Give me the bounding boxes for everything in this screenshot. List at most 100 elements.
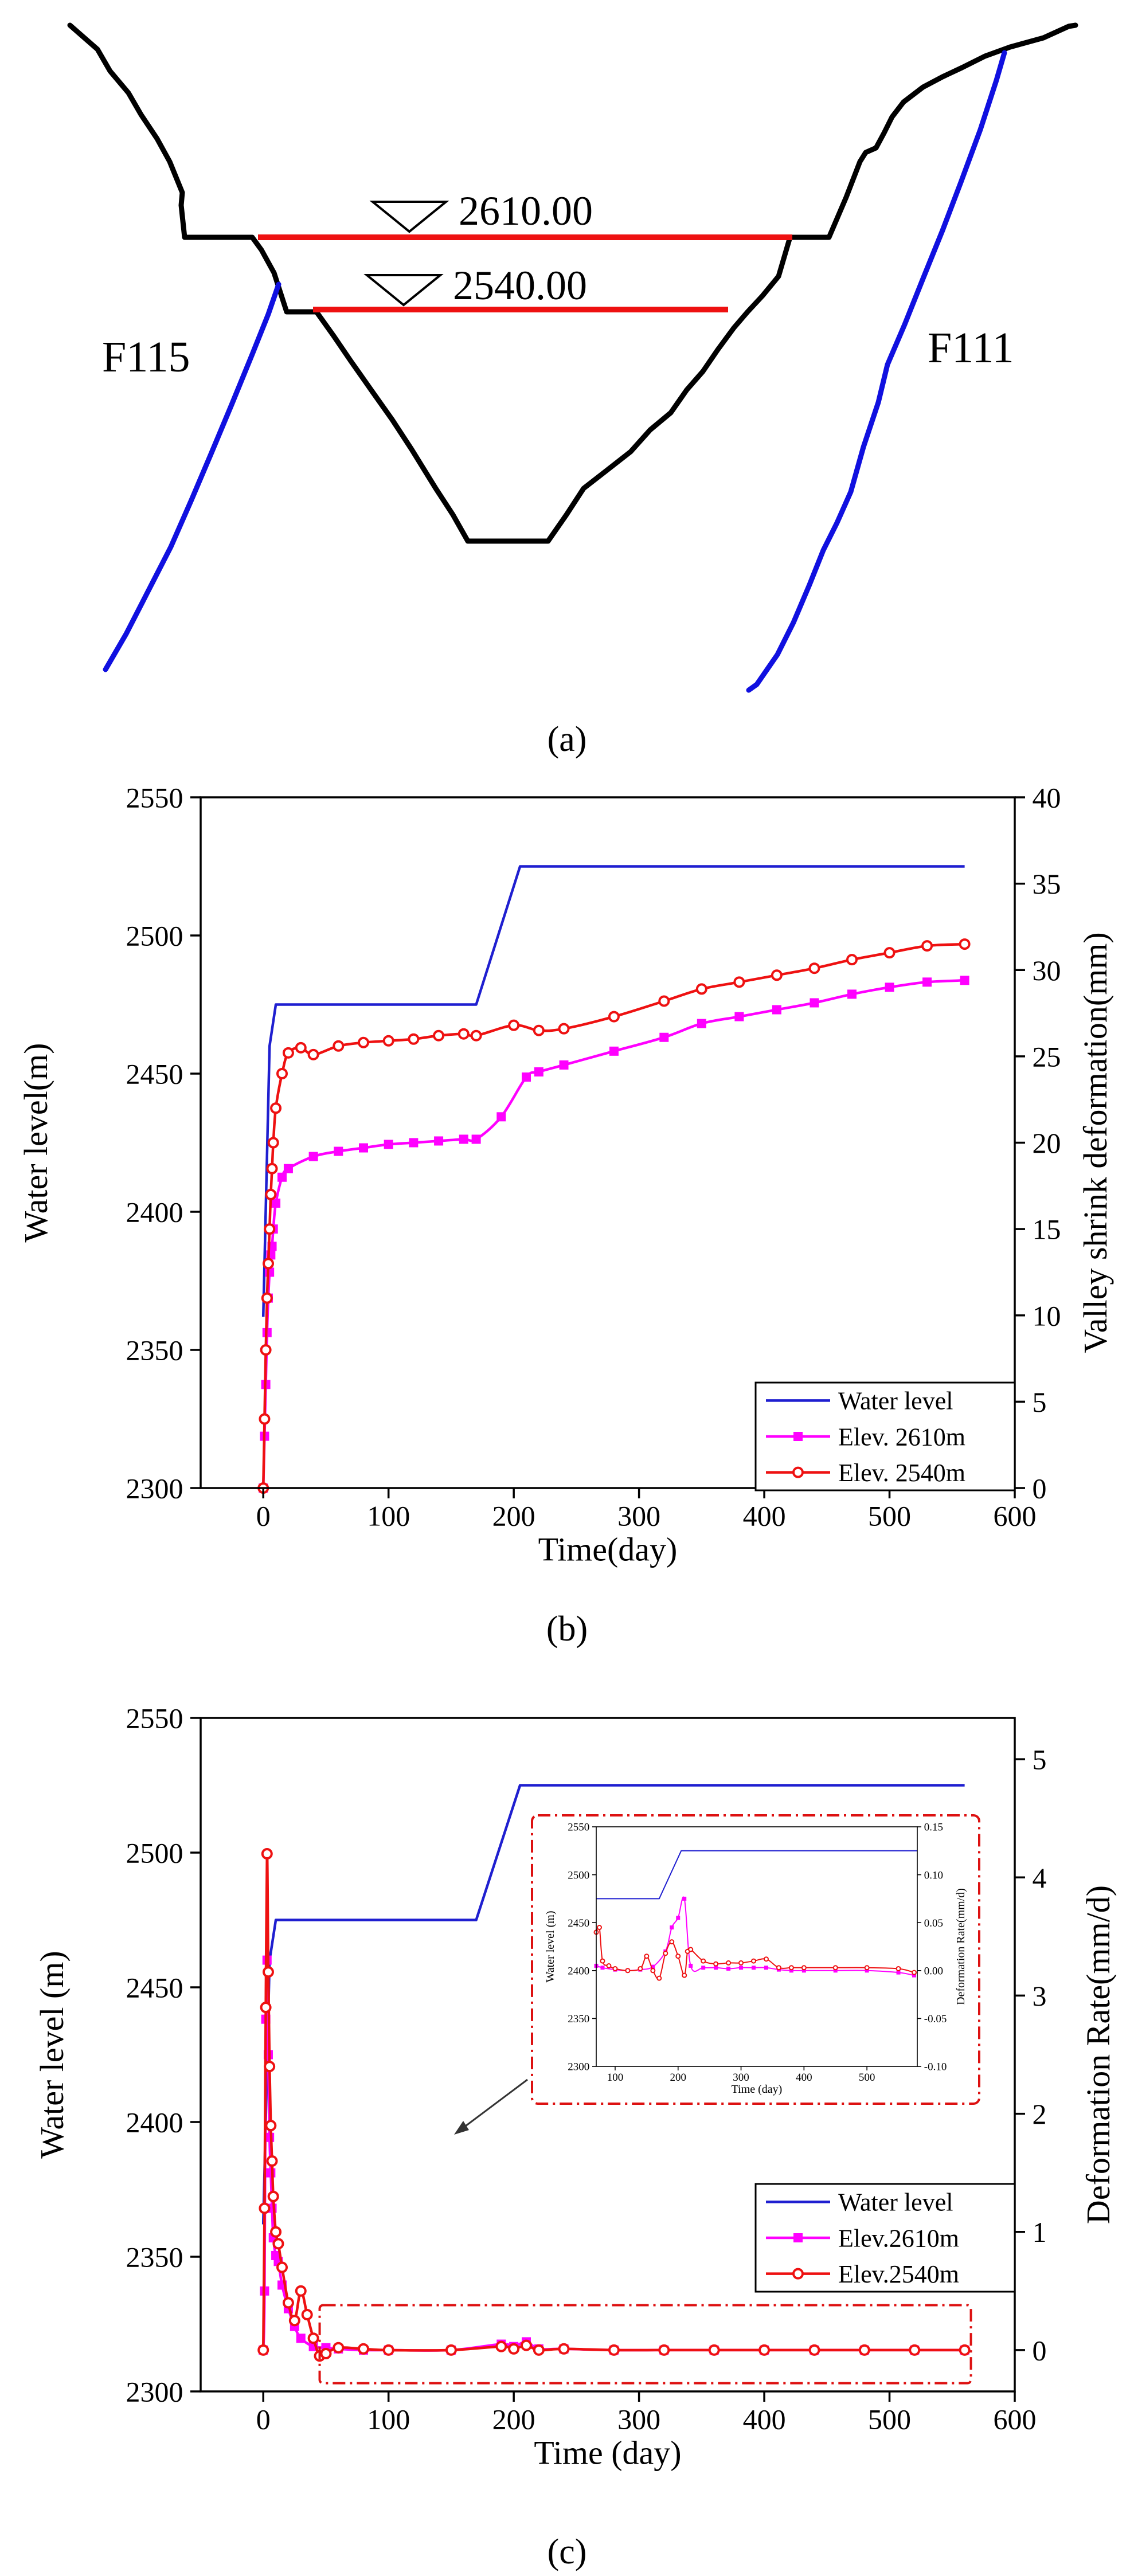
chart-c-inset-y-left-tick-label-2300: 2300: [568, 2061, 589, 2073]
chart-b-series-elev-2610m-point-18: [459, 1134, 468, 1144]
chart-c-x-tick-label-100: 100: [367, 2403, 410, 2436]
chart-c-y-left-tick-label-2500: 2500: [126, 1837, 183, 1869]
chart-c-series-elev-2610m-point-5: [265, 2132, 275, 2142]
chart-b-series-elev-2610m-point-17: [434, 1136, 444, 1146]
fault-f115-label: F115: [102, 333, 190, 381]
chart-b-y-left-tick-label-2450: 2450: [126, 1058, 183, 1090]
chart-c-series-elev-2540m-point-32: [808, 2344, 820, 2356]
chart-c-inset-x-tick-label-400: 400: [796, 2072, 812, 2084]
chart-c-inset-x-tick-label-200: 200: [670, 2072, 686, 2084]
chart-c-plot-frame: [200, 1717, 1016, 2393]
chart-c-inset-x-tick-label-100: 100: [607, 2072, 624, 2084]
chart-b-series-elev-2540m-point-19: [457, 1028, 470, 1040]
chart-b-y-right-tick-label-40: 40: [1033, 782, 1061, 814]
chart-b-series-elev-2610m-point-14: [359, 1143, 368, 1153]
chart-c-inset-y-right-tick-label-0-10: 0.10: [924, 1869, 943, 1881]
chart-b-series-elev-2610m-point-27: [734, 1012, 744, 1021]
chart-c-inset-series-elev-2540m-point-4: [612, 1966, 618, 1971]
chart-c-y-right-tick-label-3: 3: [1033, 1980, 1047, 2012]
chart-c-inset-series-elev-2610m-point-14: [739, 1966, 744, 1970]
chart-b-y-right-tick-label-20: 20: [1033, 1127, 1061, 1159]
chart-c-zoom-region-box: [318, 2304, 972, 2385]
chart-c-inset-series-elev-2540m-point-26: [864, 1965, 870, 1971]
chart-b-y-right-tick-label-25: 25: [1033, 1040, 1061, 1072]
chart-c-y-left-axis-label: Water level (m): [33, 1951, 71, 2158]
chart-c-series-elev-2540m-point-35: [959, 2344, 971, 2356]
chart-b-series-elev-2610m-point-22: [534, 1067, 543, 1076]
chart-c-inset-series-elev-2610m-point-9: [682, 1896, 687, 1901]
chart-b-x-tick-label-500: 500: [868, 1500, 911, 1532]
chart-c-inset-series-elev-2540m-point-28: [912, 1970, 917, 1975]
chart-b-series-elev-2540m-point-16: [382, 1035, 394, 1047]
chart-c-inset-series-elev-2540m-point-16: [701, 1958, 706, 1964]
chart-c-x-tick-label-500: 500: [868, 2403, 911, 2436]
chart-c-inset-series-elev-2540m-point-17: [713, 1961, 719, 1967]
chart-b-series-elev-2540m-point-6: [265, 1188, 277, 1200]
chart-b-series-elev-2610m-point-20: [496, 1112, 506, 1122]
chart-b-series-elev-2610m-point-25: [659, 1032, 669, 1042]
chart-b-series-elev-2540m-point-20: [470, 1029, 482, 1042]
chart-b-legend-water-level-label: Water level: [838, 1387, 953, 1415]
chart-b-y-right-tick-label-35: 35: [1033, 868, 1061, 900]
chart-b-series-elev-2540m-point-33: [959, 938, 971, 950]
chart-c-inset-plot-frame: [596, 1826, 918, 2067]
chart-c-inset-series-elev-2540m-point-27: [896, 1966, 901, 1971]
chart-b-y-right-tick-label-30: 30: [1033, 954, 1061, 986]
chart-c-inset-series-elev-2610m-point-13: [726, 1966, 731, 1971]
chart-c-inset-y-left-tick-label-2550: 2550: [568, 1822, 589, 1834]
chart-c-inset-series-elev-2610m-point-23: [912, 1973, 917, 1978]
water-level-marker-2610-icon: [369, 201, 449, 233]
chart-b-y-right-tick-label-0: 0: [1033, 1473, 1047, 1505]
chart-c-y-right-tick-label-2: 2: [1033, 2098, 1047, 2130]
chart-c-series-elev-2540m-point-19: [333, 2342, 345, 2354]
chart-c-y-right-tick-label-5: 5: [1033, 1744, 1047, 1776]
chart-b-series-elev-2610m-point-15: [384, 1140, 393, 1149]
chart-c-inset-series-elev-2540m-point-15: [688, 1947, 694, 1952]
chart-c-inset-y-left-tick-label-2450: 2450: [568, 1917, 589, 1929]
chart-c-series-elev-2540m-point-7: [266, 2155, 278, 2167]
chart-c-inset-series-elev-2610m-point-20: [833, 1968, 838, 1973]
chart-b-series-elev-2610m-point-9: [271, 1198, 281, 1208]
chart-c-series-elev-2540m-point-25: [521, 2339, 532, 2351]
chart-c-inset-series-elev-2540m-point-22: [776, 1965, 781, 1971]
chart-c-y-left-tick-label-2350: 2350: [126, 2241, 183, 2273]
chart-b-series-elev-2540m-point-31: [883, 947, 896, 959]
chart-b-series-elev-2540m-point-12: [295, 1042, 307, 1054]
chart-c-series-elev-2540m-point-29: [658, 2344, 670, 2356]
chart-c-series-elev-2540m-point-28: [608, 2344, 620, 2356]
chart-b-y-left-tick-label-2500: 2500: [126, 920, 183, 952]
chart-b-series-elev-2540m-point-14: [333, 1040, 345, 1052]
chart-c-inset-series-water-level-line: [596, 1850, 917, 1900]
chart-b-series-elev-2540m-point-24: [608, 1011, 620, 1023]
chart-b-x-tick-label-300: 300: [617, 1500, 660, 1532]
chart-b-x-tick-label-0: 0: [256, 1500, 271, 1532]
chart-c-series-elev-2540m-point-5: [264, 2061, 276, 2073]
chart-c-series-elev-2540m-point-15: [301, 2309, 313, 2321]
chart-c-series-elev-2540m-point-9: [270, 2226, 282, 2238]
fault-f111-label: F111: [928, 324, 1014, 372]
chart-c-y-left-tick-label-2450: 2450: [126, 1972, 183, 2004]
chart-b-series-elev-2610m-point-11: [283, 1164, 293, 1173]
valley-cross-section: 2610.00 2540.00 F115 F111: [67, 22, 1078, 693]
chart-c-inset-series-elev-2540m-point-18: [726, 1960, 732, 1966]
chart-c-inset-series-elev-2540m-point-7: [644, 1953, 650, 1959]
chart-b-series-elev-2540m-point-18: [433, 1029, 445, 1042]
chart-c-inset-series-elev-2610m-point-16: [764, 1966, 768, 1970]
chart-c-y-right-axis-label: Deformation Rate(mm/d): [1080, 1885, 1117, 2224]
chart-c-series-elev-2540m-point-14: [295, 2285, 307, 2297]
chart-b-series-elev-2540m-point-11: [282, 1047, 294, 1059]
chart-c-inset-series-elev-2540m-point-21: [763, 1956, 769, 1962]
chart-c-series-elev-2540m-point-26: [533, 2344, 545, 2356]
chart-c-x-tick-label-200: 200: [492, 2403, 535, 2436]
chart-c-x-tick-label-300: 300: [617, 2403, 660, 2436]
chart-b-series-elev-2540m-point-29: [808, 962, 820, 974]
panel-b-caption: (b): [546, 1610, 588, 1649]
chart-b-series-elev-2610m-point-31: [885, 982, 894, 992]
chart-c-inset-series-elev-2610m-point-12: [714, 1966, 718, 1970]
chart-c-series-elev-2540m-point-6: [265, 2120, 277, 2132]
chart-c-series-elev-2540m-point-18: [320, 2348, 332, 2360]
chart-c-inset-x-tick-label-300: 300: [733, 2072, 749, 2084]
chart-c-x-tick-label-0: 0: [256, 2403, 271, 2436]
chart-b-series-elev-2540m-point-17: [408, 1033, 420, 1045]
chart-c-inset-series-elev-2610m-point-18: [789, 1968, 793, 1973]
